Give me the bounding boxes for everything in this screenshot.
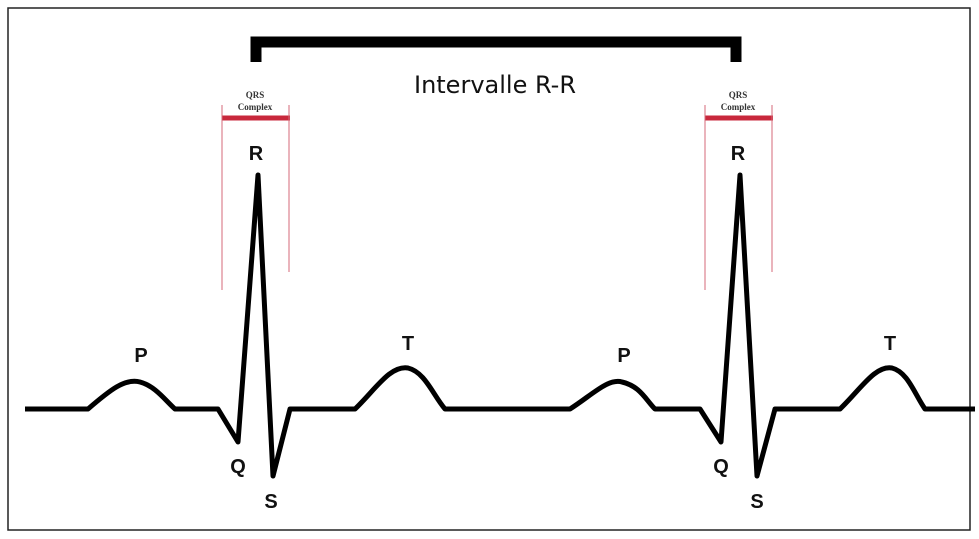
s-label: S	[264, 491, 277, 513]
qrs-label: QRS	[729, 90, 748, 100]
t-label: T	[402, 333, 414, 355]
p-label: P	[134, 345, 147, 367]
frame	[7, 7, 971, 531]
q-label: Q	[230, 456, 246, 478]
qrs-label: Complex	[721, 102, 756, 112]
ecg-trace	[25, 172, 975, 479]
r-label: R	[249, 143, 264, 165]
q-label: Q	[713, 456, 729, 478]
qrs-label: Complex	[238, 102, 273, 112]
interval-label: Intervalle R-R	[414, 71, 576, 99]
r-label: R	[731, 143, 746, 165]
qrs-marker: QRS Complex	[221, 90, 290, 290]
s-label: S	[750, 491, 763, 513]
t-label: T	[884, 333, 896, 355]
qrs-marker: QRS Complex	[704, 90, 773, 290]
rr-bracket	[250, 36, 742, 62]
qrs-label: QRS	[246, 90, 265, 100]
p-label: P	[617, 345, 630, 367]
